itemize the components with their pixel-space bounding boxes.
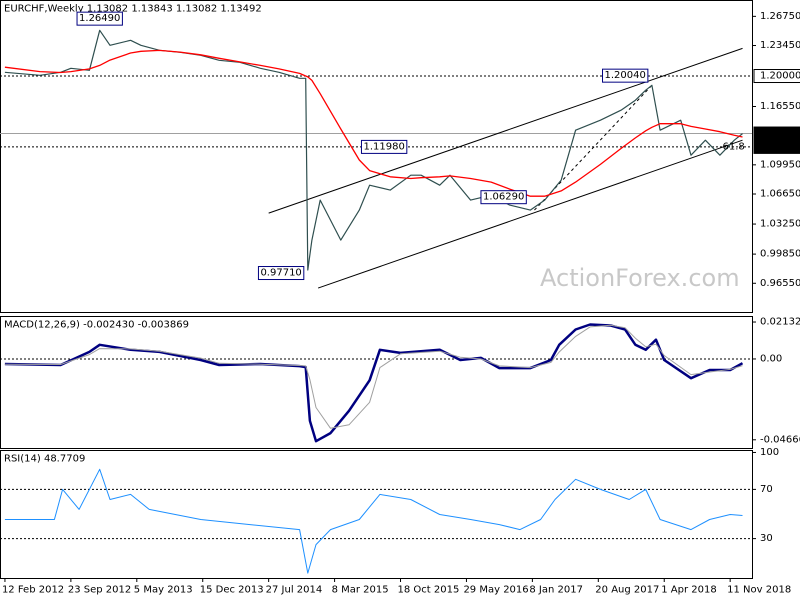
x-tick-label: 11 Nov 2018 xyxy=(727,585,791,596)
x-tick-label: 5 May 2013 xyxy=(134,585,193,596)
level-label-box xyxy=(753,139,800,154)
annotation-label: 1.20040 xyxy=(605,70,646,81)
x-tick-label: 12 Feb 2012 xyxy=(2,585,64,596)
annotation-box xyxy=(360,139,408,154)
level-label-box xyxy=(753,69,800,84)
x-tick-label: 18 Oct 2015 xyxy=(398,585,460,596)
y-tick-label: 0.96550 xyxy=(760,278,800,289)
panel-frame xyxy=(0,316,753,449)
annotation-label: 1.06290 xyxy=(483,192,524,203)
y-tick-label: 0.99850 xyxy=(760,249,800,260)
level-label: 1.11980 xyxy=(760,141,800,152)
y-tick-label: 30 xyxy=(760,533,773,544)
level-label: 1.20000 xyxy=(760,71,800,82)
series-line xyxy=(4,323,744,443)
series-line xyxy=(4,49,743,197)
annotation-box xyxy=(602,68,649,83)
panel-title: RSI(14) 48.7709 xyxy=(4,454,85,465)
annotation-label: 0.97710 xyxy=(260,268,301,279)
y-tick-label: -0.046663 xyxy=(760,434,800,445)
y-tick-label: 0.00 xyxy=(760,353,782,364)
y-tick-label: 1.06650 xyxy=(760,189,800,200)
x-tick-label: 29 May 2016 xyxy=(463,585,528,596)
trend-line xyxy=(534,84,653,211)
x-tick-label: 1 Apr 2018 xyxy=(661,585,716,596)
x-tick-label: 27 Jul 2014 xyxy=(266,585,323,596)
panel-frame xyxy=(0,0,753,313)
annotation-label: 1.26490 xyxy=(79,13,120,24)
x-tick-label: 8 Mar 2015 xyxy=(332,585,389,596)
annotation-label: 61.8 xyxy=(722,141,744,152)
series-line xyxy=(4,468,743,574)
annotation-box xyxy=(480,190,527,205)
series-line xyxy=(4,29,743,271)
panel-frame xyxy=(0,450,753,579)
watermark: ActionForex.com xyxy=(540,264,740,292)
panel-title: MACD(12,26,9) -0.002430 -0.003869 xyxy=(4,320,189,331)
x-tick-label: 8 Jan 2017 xyxy=(529,585,583,596)
y-tick-label: 0.021324 xyxy=(760,317,800,328)
level-label: 1.13492 xyxy=(760,128,800,139)
trend-line xyxy=(268,47,743,214)
y-tick-label: 1.23450 xyxy=(760,40,800,51)
annotation-box xyxy=(257,266,305,281)
y-tick-label: 100 xyxy=(760,447,779,458)
y-tick-label: 1.16550 xyxy=(760,101,800,112)
y-tick-label: 70 xyxy=(760,484,773,495)
x-tick-label: 20 Aug 2017 xyxy=(595,585,659,596)
y-tick-label: 1.03250 xyxy=(760,219,800,230)
x-tick-label: 23 Sep 2012 xyxy=(68,585,131,596)
y-tick-label: 1.26750 xyxy=(760,11,800,22)
trend-line xyxy=(317,139,743,289)
annotation-label: 1.11980 xyxy=(363,141,404,152)
y-tick-label: 1.09950 xyxy=(760,159,800,170)
x-tick-label: 15 Dec 2013 xyxy=(200,585,264,596)
annotation-box xyxy=(76,11,123,26)
series-line xyxy=(4,324,743,429)
panel-title: EURCHF,Weekly 1.13082 1.13843 1.13082 1.… xyxy=(4,4,262,15)
